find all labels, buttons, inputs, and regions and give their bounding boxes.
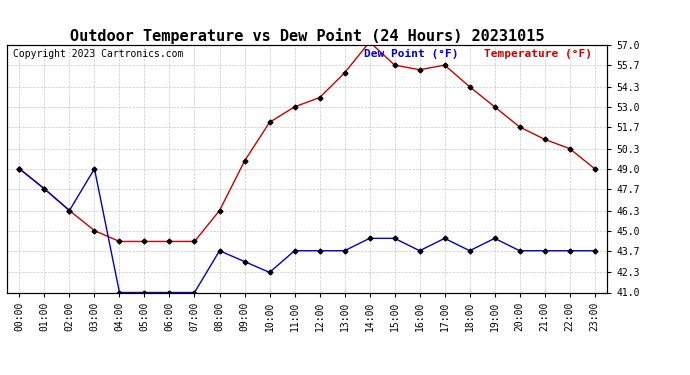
Text: Copyright 2023 Cartronics.com: Copyright 2023 Cartronics.com	[13, 49, 184, 59]
Text: Temperature (°F): Temperature (°F)	[484, 49, 592, 59]
Title: Outdoor Temperature vs Dew Point (24 Hours) 20231015: Outdoor Temperature vs Dew Point (24 Hou…	[70, 28, 544, 44]
Text: Dew Point (°F): Dew Point (°F)	[364, 49, 459, 59]
